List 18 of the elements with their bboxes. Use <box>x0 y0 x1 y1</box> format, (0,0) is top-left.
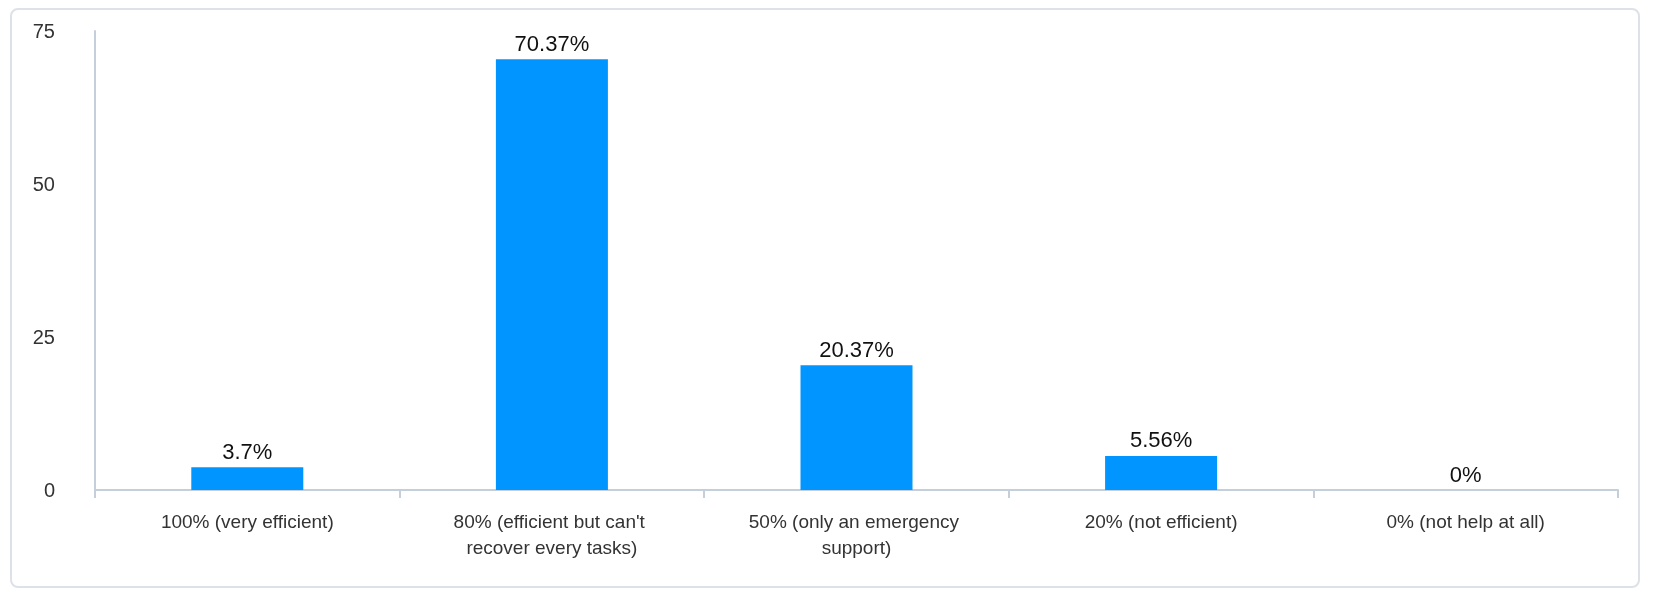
data-label: 70.37% <box>514 30 590 56</box>
bar <box>495 59 608 490</box>
data-label: 5.56% <box>1129 427 1193 453</box>
y-tick-label: 0 <box>43 479 55 501</box>
x-tick-label: 80% (efficient but can't recover every tasks) <box>453 510 651 558</box>
x-tick-label: 100% (very efficient) <box>160 510 334 532</box>
bar <box>800 365 913 490</box>
y-tick-label: 50 <box>32 173 55 195</box>
x-tick-label: 50% (only an emergency support) <box>748 510 965 558</box>
bar <box>1105 455 1218 490</box>
bar <box>191 467 304 490</box>
y-tick-label: 25 <box>32 326 55 348</box>
y-tick-label: 75 <box>32 20 55 42</box>
data-label: 3.7% <box>222 438 273 464</box>
data-label: 20.37% <box>819 336 894 362</box>
data-label: 0% <box>1449 461 1482 487</box>
x-tick-label: 20% (not efficient) <box>1084 510 1238 532</box>
x-tick-label: 0% (not help at all) <box>1386 510 1545 532</box>
